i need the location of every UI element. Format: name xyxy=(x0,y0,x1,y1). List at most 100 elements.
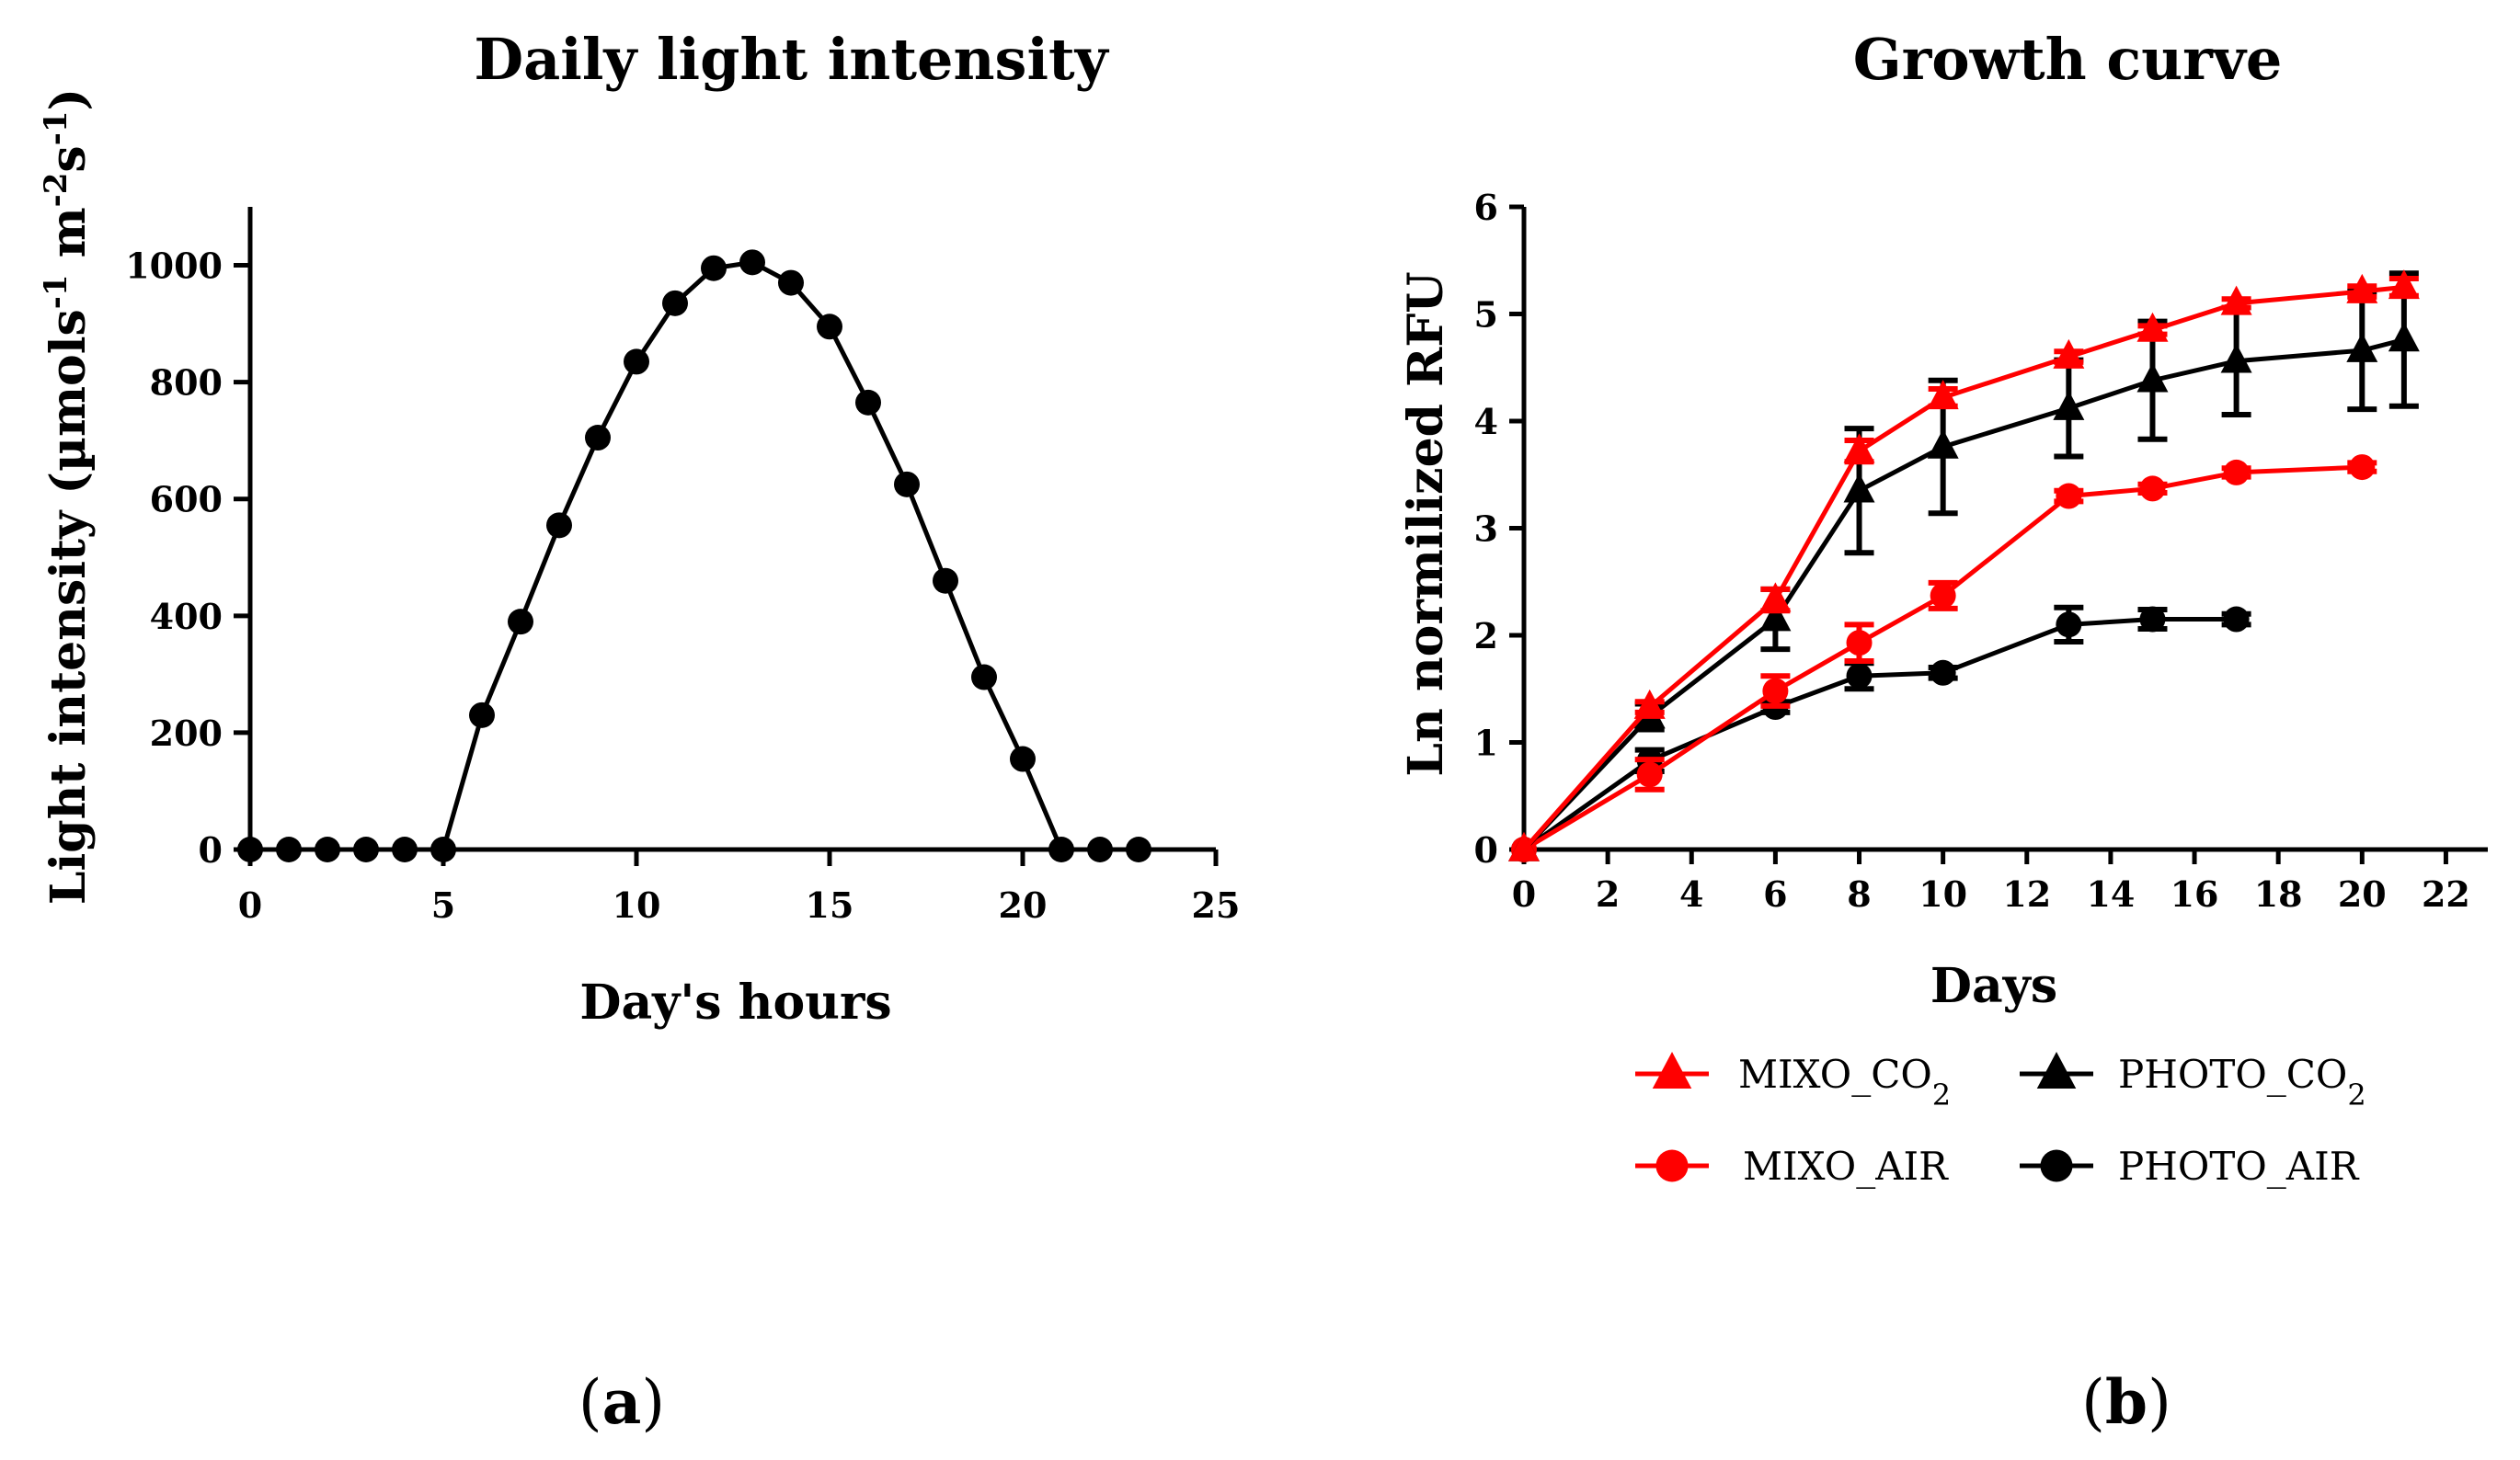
chart-a-data-point xyxy=(1010,746,1036,772)
chart-a-data-point xyxy=(1087,837,1113,862)
panel-b-label: (b) xyxy=(2081,1366,2171,1438)
legend-subscript: 2 xyxy=(2347,1078,2365,1112)
chart-b-x-tick-label: 16 xyxy=(2171,873,2219,915)
chart-b-data-point xyxy=(1846,663,1873,690)
chart-b-data-point xyxy=(2139,475,2166,502)
chart-a-y-tick-label: 800 xyxy=(150,362,223,404)
chart-a-data-point xyxy=(276,837,302,862)
chart-b-title: Growth curve xyxy=(1853,26,2283,93)
legend-text-part: MIXO_CO xyxy=(1738,1052,1932,1097)
chart-b-y-tick-label: 3 xyxy=(1474,508,1498,550)
chart-b-y-tick-label: 2 xyxy=(1474,615,1498,656)
y-label-part: ) xyxy=(40,88,97,111)
legend-item: PHOTO_AIR xyxy=(2020,1144,2360,1189)
chart-b-data-point xyxy=(2220,285,2252,315)
chart-b-x-tick-label: 22 xyxy=(2422,873,2470,915)
chart-a-data-point xyxy=(430,837,456,862)
chart-b-x-tick-label: 4 xyxy=(1679,873,1703,915)
chart-a-title: Daily light intensity xyxy=(474,26,1109,93)
chart-b-y-tick-label: 0 xyxy=(1474,829,1498,871)
chart-a-x-axis-label: Day's hours xyxy=(579,975,891,1031)
chart-a-x-tick-label: 5 xyxy=(431,884,455,926)
chart-b-y-tick-label: 1 xyxy=(1474,723,1498,764)
legend-label: PHOTO_CO2 xyxy=(2118,1052,2366,1112)
chart-a-data-point xyxy=(508,609,533,635)
legend-label: MIXO_AIR xyxy=(1743,1144,1949,1189)
chart-a-data-point xyxy=(546,512,572,539)
chart-a-axes: 0 5 10 15 20 25 0 200 400 600 800 1000 xyxy=(125,207,1240,926)
legend-item: MIXO_CO2 xyxy=(1635,1052,1951,1112)
chart-b-series-line xyxy=(1522,617,2237,852)
chart-b-data-point xyxy=(2053,390,2085,420)
chart-b-data-point xyxy=(2056,483,2082,509)
chart-b-data-point xyxy=(2139,606,2166,633)
chart-b-plot-area xyxy=(1508,269,2420,862)
y-label-part: Light intensity (µmols xyxy=(40,309,97,905)
y-label-superscript: -2 xyxy=(38,173,74,208)
legend-item: MIXO_AIR xyxy=(1635,1144,1949,1189)
chart-b-data-point xyxy=(1633,689,1666,719)
chart-b-data-point xyxy=(1930,582,1956,609)
chart-b-x-axis-label: Days xyxy=(1930,958,2057,1014)
chart-a-data-point xyxy=(933,567,958,594)
legend-subscript: 2 xyxy=(1932,1078,1951,1112)
chart-a-y-tick-label: 1000 xyxy=(125,245,223,287)
chart-b-data-point xyxy=(1508,831,1540,861)
chart-b-y-tick-label: 5 xyxy=(1474,294,1498,336)
chart-b-series xyxy=(1511,604,2251,862)
chart-a-x-tick-label: 25 xyxy=(1192,884,1241,926)
y-label-superscript: -1 xyxy=(38,111,74,146)
chart-a-data-point xyxy=(1126,837,1151,862)
legend-marker xyxy=(2036,1052,2077,1089)
chart-b-x-tick-label: 10 xyxy=(1919,873,1967,915)
chart-b-data-point xyxy=(2388,269,2420,300)
chart-a-data-point xyxy=(392,837,418,862)
chart-b-data-point xyxy=(2223,606,2250,633)
chart-a-x-tick-label: 20 xyxy=(999,884,1048,926)
chart-b-data-point xyxy=(2053,338,2085,369)
chart-b-data-point xyxy=(1762,678,1789,704)
chart-a-data-point xyxy=(739,249,765,276)
legend-marker xyxy=(2040,1149,2073,1182)
chart-b-data-point xyxy=(2220,343,2252,373)
chart-b-data-point xyxy=(1927,380,1959,410)
chart-b-data-point xyxy=(1846,630,1873,656)
chart-b-data-point xyxy=(2388,322,2420,352)
chart-a-series-line xyxy=(250,259,1139,852)
chart-b-y-axis-label: Ln normilized RFU xyxy=(1398,271,1454,776)
chart-a-data-point xyxy=(817,314,842,340)
chart-a-data-point xyxy=(662,290,688,316)
chart-b-data-point xyxy=(2223,459,2250,485)
chart-a-data-point xyxy=(315,837,340,862)
y-label-part: m xyxy=(40,207,97,274)
chart-a-x-tick-label: 0 xyxy=(238,884,262,926)
chart-b-data-point xyxy=(1843,433,1875,463)
chart-b-series-line xyxy=(1522,284,2405,851)
chart-b-data-point xyxy=(1927,428,1959,459)
chart-a-x-tick-label: 15 xyxy=(806,884,854,926)
chart-b-x-tick-label: 2 xyxy=(1596,873,1620,915)
legend-marker xyxy=(1652,1052,1692,1089)
chart-a-y-tick-label: 0 xyxy=(199,829,223,871)
chart-b-series xyxy=(1511,454,2377,862)
chart-b-data-point xyxy=(2346,332,2378,362)
chart-b-data-point xyxy=(1930,659,1956,686)
panel-a-label: (a) xyxy=(578,1366,665,1438)
chart-a-data-point xyxy=(778,269,804,296)
chart-b-x-tick-label: 0 xyxy=(1512,873,1536,915)
chart-b-data-point xyxy=(2136,362,2169,393)
chart-b-x-tick-label: 18 xyxy=(2254,873,2303,915)
chart-b-y-tick-label: 4 xyxy=(1474,401,1498,442)
legend-item: PHOTO_CO2 xyxy=(2020,1052,2366,1112)
chart-b-data-point xyxy=(1759,601,1792,632)
chart-a-data-point xyxy=(469,701,495,728)
chart-b-y-tick-label: 6 xyxy=(1474,187,1498,228)
chart-a-data-point xyxy=(971,664,997,690)
chart-a-y-tick-label: 200 xyxy=(150,713,223,754)
chart-b-x-tick-label: 6 xyxy=(1763,873,1787,915)
chart-b-data-point xyxy=(1843,473,1875,503)
chart-b-x-tick-label: 8 xyxy=(1847,873,1871,915)
chart-a-data-point xyxy=(624,348,649,375)
